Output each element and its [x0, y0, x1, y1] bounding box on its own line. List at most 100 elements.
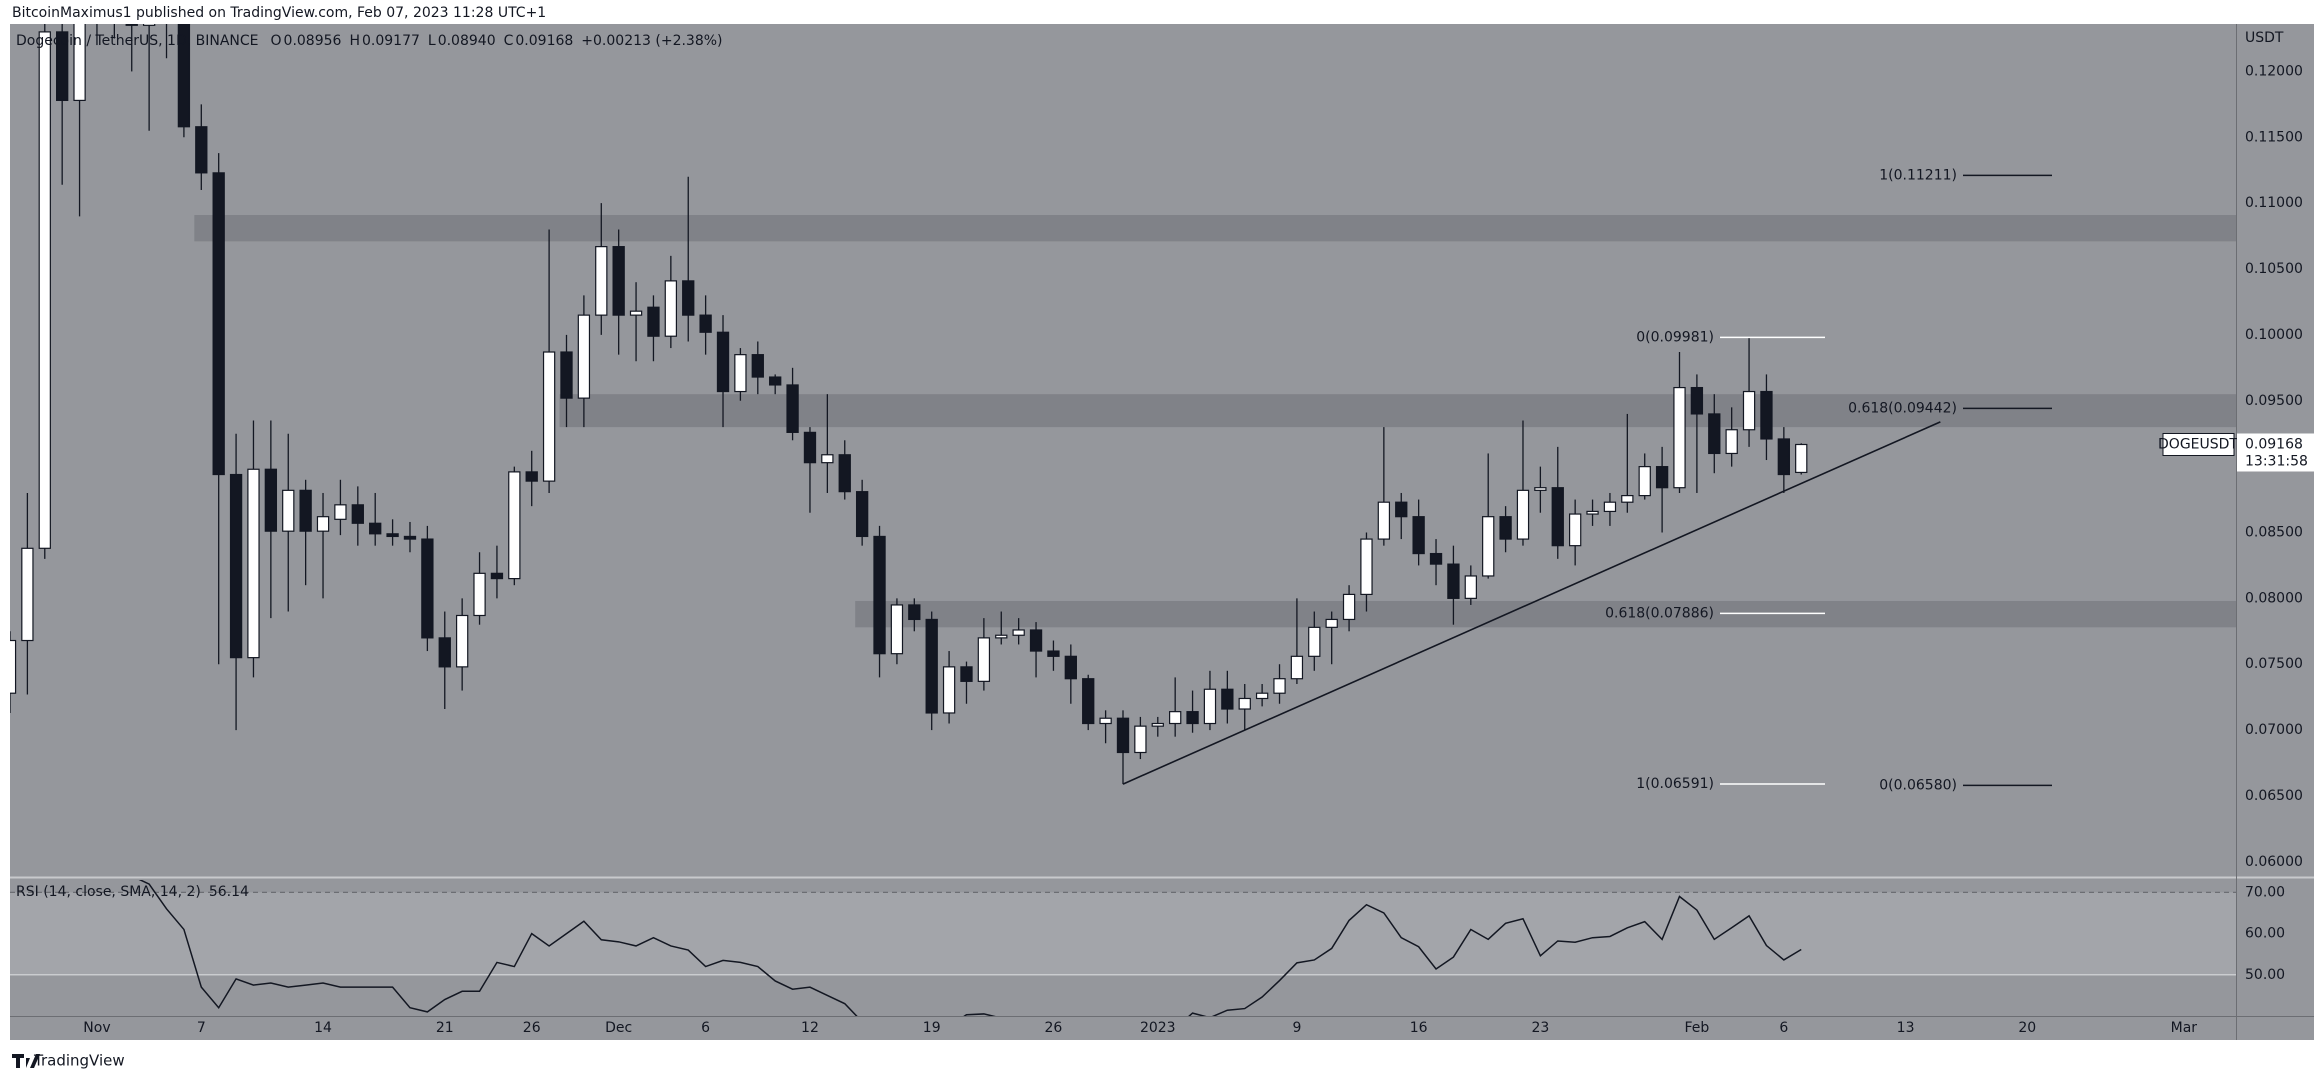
sr-zone: [559, 394, 2236, 428]
header-text: BitcoinMaximus1 published on TradingView…: [12, 5, 546, 21]
candle-body: [403, 535, 417, 540]
x-tick-label: 13: [1897, 1020, 1915, 1036]
candle-body: [1082, 678, 1095, 725]
candle-body: [1273, 678, 1286, 694]
symbol-tag: DOGEUSDT: [2158, 436, 2238, 452]
candle-body: [1760, 390, 1773, 440]
candle-body: [1151, 722, 1164, 727]
y-tick-label: 0.10500: [2245, 261, 2303, 277]
candle-body: [1482, 516, 1495, 577]
candle-body: [1395, 501, 1408, 518]
legend-change: +0.00213 (+2.38%): [581, 33, 722, 49]
fib-label: 0(0.06580): [1879, 777, 1957, 793]
candle-body: [855, 491, 869, 538]
candle-body: [1447, 563, 1460, 599]
chart-background: [10, 24, 2314, 1040]
y-tick-label: 50.00: [2245, 967, 2285, 983]
x-tick-label: Dec: [605, 1020, 632, 1036]
candle-body: [960, 666, 973, 682]
candle-body: [56, 31, 69, 102]
y-tick-label: 0.11500: [2245, 129, 2303, 145]
x-tick-label: 6: [1779, 1020, 1788, 1036]
candle-body: [803, 431, 817, 464]
candle-body: [1429, 552, 1443, 565]
candle-body: [577, 314, 591, 399]
x-tick-label: 26: [1045, 1020, 1063, 1036]
candle-body: [282, 489, 295, 532]
y-tick-label: 0.07000: [2245, 722, 2303, 738]
legend-key: H: [349, 33, 360, 49]
y-tick-label: 0.11000: [2245, 195, 2303, 211]
x-tick-label: 7: [197, 1020, 206, 1036]
symbol-tag-box: [2162, 432, 2235, 456]
candle-body: [612, 246, 625, 316]
candle-body: [1169, 711, 1182, 725]
legend-value: 0.09168: [515, 33, 573, 49]
candle-body: [195, 126, 208, 174]
x-tick-label: 26: [523, 1020, 541, 1036]
rsi-line: [138, 880, 1802, 1016]
fib-label: 1(0.11211): [1879, 167, 1957, 183]
candle-body: [1412, 516, 1425, 555]
legend-key: O: [271, 33, 282, 49]
candle-body: [247, 468, 260, 659]
rsi-last-value: 56.14: [209, 884, 249, 900]
candle-body: [890, 604, 904, 655]
candle-body: [769, 376, 782, 386]
candle-body: [1621, 495, 1634, 503]
price-pane: 0(0.09981) 0.618(0.07886) 1(0.06591) 1(0.11…: [10, 24, 2236, 793]
candle-body: [838, 454, 851, 493]
x-tick-label: 9: [1292, 1020, 1301, 1036]
candle-body: [1221, 688, 1234, 710]
candle-body: [455, 614, 469, 668]
candle-body: [351, 504, 364, 524]
trendline: [1122, 421, 1941, 785]
y-tick-label: 0.06500: [2245, 788, 2303, 804]
candle-body: [229, 473, 243, 659]
y-axis-unit: USDT: [2245, 30, 2284, 46]
candle-body: [1464, 575, 1477, 599]
fib-label: 1(0.06591): [1636, 776, 1714, 792]
y-tick-label: 60.00: [2245, 926, 2285, 942]
candle-body: [525, 471, 538, 482]
candle-body: [1499, 516, 1512, 540]
candle-body: [508, 471, 521, 580]
candle-body: [38, 31, 51, 549]
candle-body: [1742, 390, 1756, 431]
candle-body: [473, 572, 486, 617]
footer-logo: TradingView: [12, 1052, 125, 1070]
rsi-legend: RSI (14, close, SMA, 14, 2) 56.14: [16, 884, 249, 900]
price-tag-box: [2237, 433, 2314, 472]
legend: Dogecoin / TetherUS, 1D, BINANCE O 0.08956…: [16, 33, 723, 49]
candle-body: [786, 384, 799, 433]
candle-body: [1255, 692, 1269, 700]
candle-body: [1116, 717, 1130, 754]
candle-body: [1708, 413, 1721, 455]
x-tick-label: Nov: [83, 1020, 110, 1036]
candle-body: [1655, 466, 1669, 489]
candle-body: [1638, 466, 1651, 497]
candle-body: [595, 246, 608, 316]
legend-key: C: [504, 33, 514, 49]
candle-body: [664, 280, 678, 337]
candle-body: [1534, 487, 1547, 491]
x-tick-label: 19: [923, 1020, 941, 1036]
sr-zone: [194, 215, 2236, 242]
candle-body: [73, 24, 86, 102]
candle-body: [1290, 655, 1304, 680]
x-tick-label: 12: [801, 1020, 819, 1036]
candle-body: [560, 351, 573, 399]
legend-value: 0.09177: [362, 33, 420, 49]
fib-label: 0.618(0.07886): [1605, 605, 1714, 621]
rsi-title: RSI (14, close, SMA, 14, 2): [16, 884, 201, 900]
x-tick-label: Mar: [2171, 1020, 2198, 1036]
candle-body: [977, 637, 991, 682]
footer-brand: TradingView: [33, 1052, 125, 1070]
candle-body: [1134, 725, 1147, 754]
candle-body: [1186, 711, 1199, 725]
sr-zone: [855, 600, 2236, 628]
x-tick-label: 21: [436, 1020, 454, 1036]
legend-value: 0.08956: [284, 33, 342, 49]
candle-body: [542, 351, 556, 482]
